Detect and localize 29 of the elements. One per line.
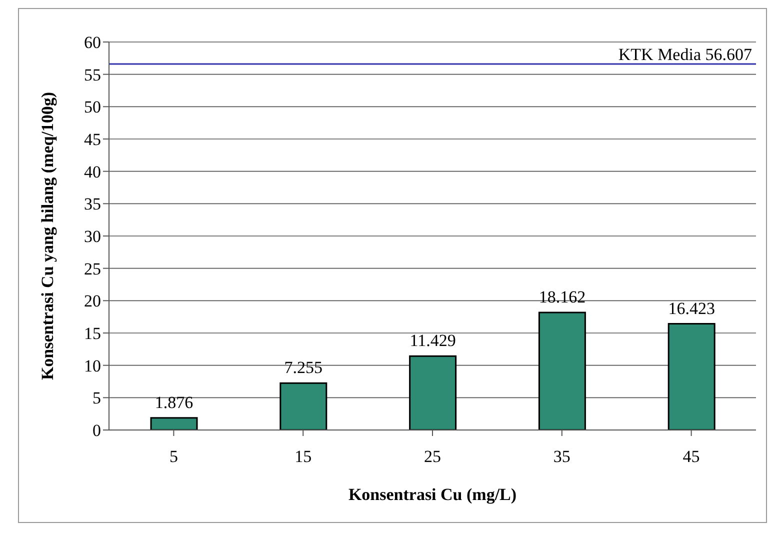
bar [280, 382, 328, 430]
data-label: 11.429 [410, 331, 456, 350]
y-tick-label: 50 [84, 98, 101, 117]
x-axis-title: Konsentrasi Cu (mg/L) [348, 485, 517, 504]
y-tick-label: 55 [84, 65, 101, 84]
data-label: 16.423 [668, 298, 715, 318]
data-label: 1.876 [154, 392, 194, 412]
y-tick-label: 10 [84, 356, 101, 376]
x-tick-label: 35 [553, 447, 570, 466]
y-tick-label: 45 [84, 130, 101, 150]
bar [668, 323, 716, 430]
y-tick-label: 40 [84, 162, 101, 182]
y-tick-label: 25 [84, 259, 101, 278]
y-tick-label: 5 [92, 388, 101, 408]
bar [409, 355, 457, 430]
y-tick-label: 15 [84, 324, 101, 344]
y-tick-label: 60 [84, 33, 101, 52]
x-tick-label: 5 [169, 447, 178, 466]
y-tick-label: 30 [84, 227, 101, 246]
ref-line-label: KTK Media 56.607 [618, 44, 752, 64]
bar [538, 312, 586, 430]
y-tick-label: 35 [84, 194, 101, 214]
x-tick-label: 15 [294, 447, 312, 466]
y-tick-label: 20 [84, 292, 101, 311]
bar [150, 417, 198, 430]
x-tick-label: 25 [424, 447, 441, 466]
x-tick-label: 45 [682, 447, 700, 466]
y-tick-label: 0 [92, 421, 101, 440]
y-axis-title: Konsentrasi Cu yang hilang (meq/100g) [38, 92, 58, 380]
